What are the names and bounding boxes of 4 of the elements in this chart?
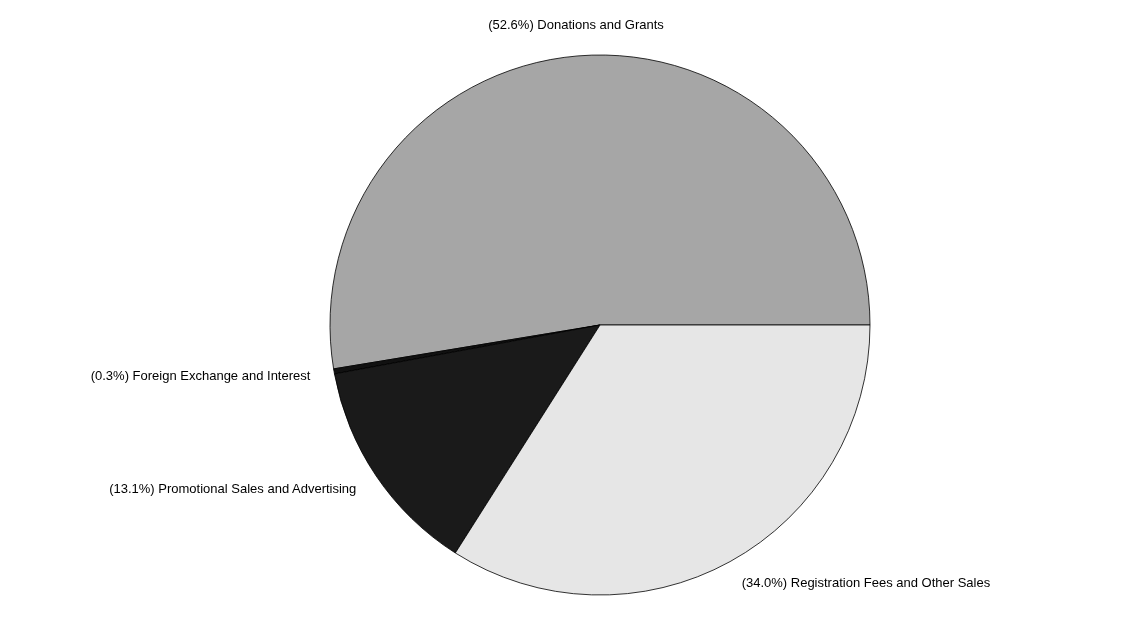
slice-label: (52.6%) Donations and Grants <box>488 16 665 32</box>
slice-label: (34.0%) Registration Fees and Other Sales <box>741 574 991 590</box>
slice-label: (0.3%) Foreign Exchange and Interest <box>90 367 311 383</box>
slice-label: (13.1%) Promotional Sales and Advertising <box>109 481 357 497</box>
